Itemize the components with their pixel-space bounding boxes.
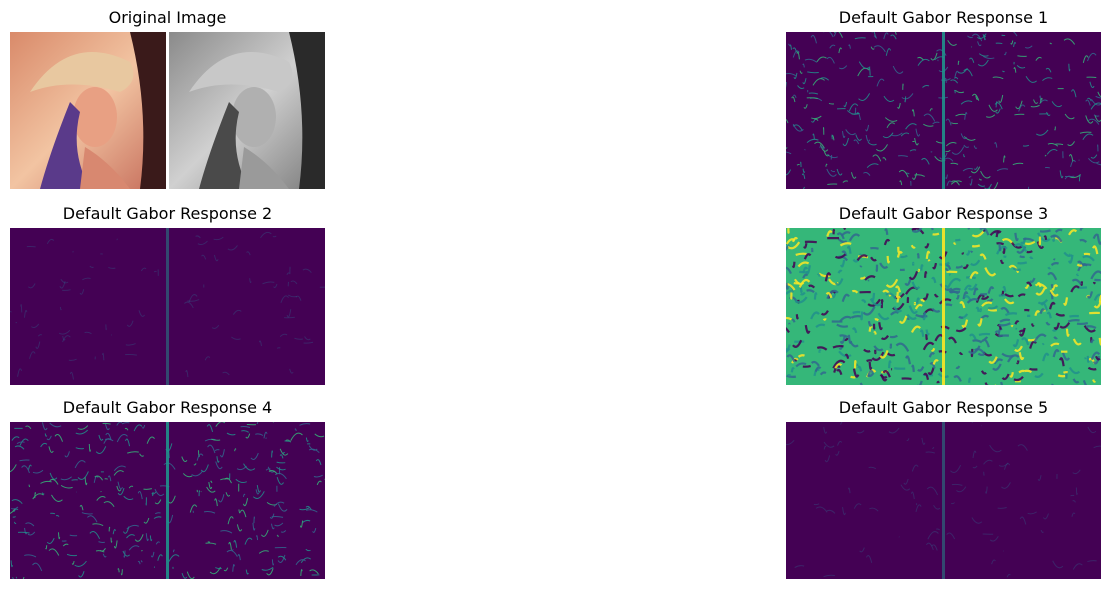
gabor-image <box>786 32 1101 189</box>
panel-title: Original Image <box>108 8 227 27</box>
panel-title: Default Gabor Response 2 <box>62 204 273 223</box>
panel-title: Default Gabor Response 1 <box>838 8 1049 27</box>
panel-gabor-response-1: Default Gabor Response 1 <box>786 8 1101 190</box>
panel-title: Default Gabor Response 5 <box>838 398 1049 417</box>
panel-original-image: Original Image <box>10 8 325 190</box>
panel-gabor-response-3: Default Gabor Response 3 <box>786 204 1101 386</box>
panel-gabor-response-4: Default Gabor Response 4 <box>10 398 325 580</box>
color-photo <box>10 32 166 189</box>
gabor-image <box>10 228 325 385</box>
original-image <box>10 32 325 189</box>
gabor-image <box>10 422 325 579</box>
gabor-image <box>786 228 1101 385</box>
panel-gabor-response-5: Default Gabor Response 5 <box>786 398 1101 580</box>
grayscale-photo <box>169 32 325 189</box>
panel-title: Default Gabor Response 4 <box>62 398 273 417</box>
gabor-image <box>786 422 1101 579</box>
panel-gabor-response-2: Default Gabor Response 2 <box>10 204 325 386</box>
panel-title: Default Gabor Response 3 <box>838 204 1049 223</box>
